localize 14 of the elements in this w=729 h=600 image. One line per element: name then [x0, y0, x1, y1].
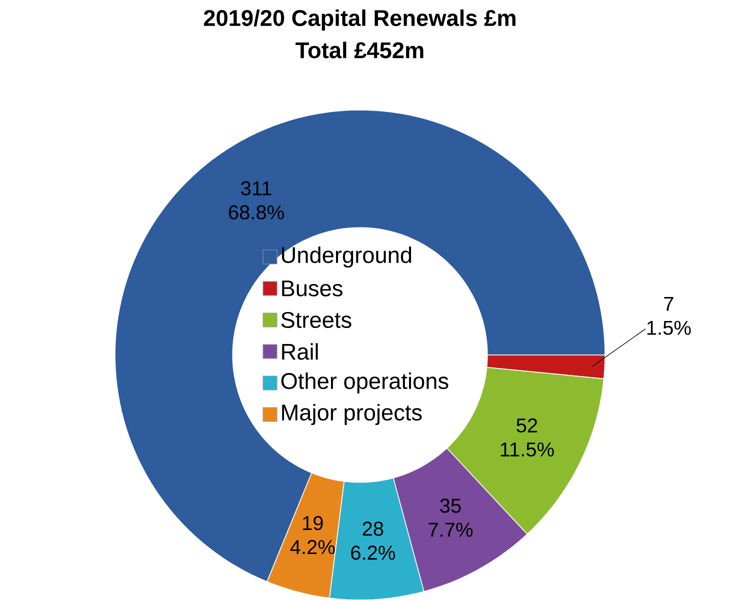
- legend-label: Underground: [282, 246, 412, 268]
- legend-label: Buses: [282, 280, 342, 296]
- legend-label: Major projects: [282, 404, 422, 425]
- data-label: 35 7.7%: [428, 498, 473, 537]
- data-label: 311 68.8%: [228, 181, 284, 220]
- data-label: 7 1.5%: [647, 296, 691, 335]
- legend-label: Rail: [282, 343, 318, 360]
- data-label: 52 11.5%: [500, 418, 554, 456]
- chart-subtitle: Total £452m: [296, 42, 424, 58]
- legend-label: Other operations: [281, 372, 448, 394]
- chart-title: 2019/20 Capital Renewals £m: [204, 9, 516, 30]
- data-label: 28 6.2%: [351, 521, 396, 560]
- legend-label: Streets: [281, 312, 352, 328]
- data-label: 19 4.2%: [290, 516, 335, 554]
